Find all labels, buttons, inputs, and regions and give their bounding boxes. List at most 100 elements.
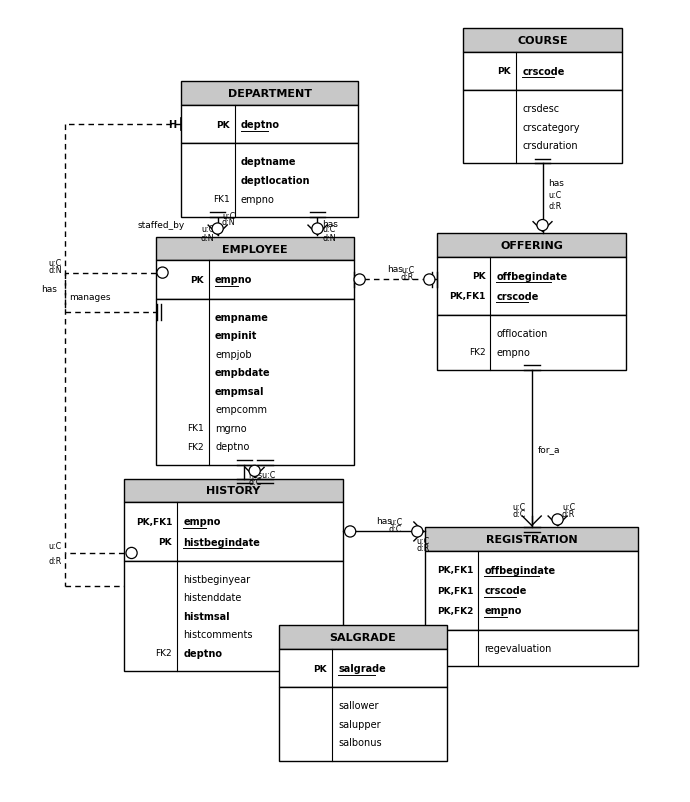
- Text: OFFERING: OFFERING: [500, 241, 563, 250]
- Text: mgrno: mgrno: [215, 423, 246, 433]
- Text: for_a: for_a: [538, 444, 560, 453]
- Text: d:N: d:N: [201, 234, 214, 243]
- Text: crscode: crscode: [484, 585, 526, 595]
- Text: PK: PK: [313, 664, 327, 673]
- Text: d:R: d:R: [562, 509, 575, 518]
- Circle shape: [344, 526, 356, 537]
- Circle shape: [552, 514, 563, 525]
- Text: regevaluation: regevaluation: [484, 643, 552, 653]
- Text: crsdesc: crsdesc: [522, 104, 560, 114]
- Text: H: H: [168, 120, 177, 130]
- Text: u:C: u:C: [323, 225, 336, 234]
- Text: d:N: d:N: [323, 234, 336, 243]
- Text: empname: empname: [215, 313, 269, 322]
- Text: PK: PK: [472, 272, 485, 281]
- Bar: [181, 83, 358, 106]
- Text: PK,FK1: PK,FK1: [437, 565, 473, 575]
- Text: empno: empno: [484, 606, 522, 616]
- Text: salupper: salupper: [338, 719, 381, 729]
- Circle shape: [537, 221, 548, 232]
- Text: manages: manages: [69, 293, 110, 302]
- Text: d:C: d:C: [248, 477, 262, 486]
- Text: empno: empno: [241, 194, 275, 205]
- Text: offbegindate: offbegindate: [484, 565, 555, 575]
- Text: u:C: u:C: [549, 191, 562, 200]
- Bar: [279, 687, 446, 761]
- Text: histcomments: histcomments: [184, 630, 253, 640]
- Text: crscode: crscode: [522, 67, 564, 77]
- Bar: [181, 106, 358, 144]
- Text: salgrade: salgrade: [338, 663, 386, 673]
- Text: COURSE: COURSE: [518, 36, 568, 46]
- Text: SALGRADE: SALGRADE: [329, 632, 396, 642]
- Bar: [437, 233, 627, 257]
- Bar: [463, 29, 622, 53]
- Circle shape: [354, 274, 365, 286]
- Text: PK,FK1: PK,FK1: [449, 292, 485, 301]
- Text: crscode: crscode: [497, 291, 539, 302]
- Bar: [124, 479, 344, 503]
- Text: sallower: sallower: [338, 701, 379, 711]
- Text: deptno: deptno: [241, 120, 280, 130]
- Text: deptno: deptno: [184, 648, 222, 658]
- Circle shape: [424, 274, 435, 286]
- Bar: [437, 257, 627, 315]
- Text: PK: PK: [190, 276, 204, 285]
- Text: FK2: FK2: [469, 348, 485, 357]
- Text: FK1: FK1: [187, 423, 204, 433]
- Text: u:C: u:C: [389, 517, 402, 527]
- Text: histenddate: histenddate: [184, 593, 242, 602]
- Text: d:N: d:N: [222, 218, 235, 227]
- Text: DEPARTMENT: DEPARTMENT: [228, 89, 312, 99]
- Text: deptname: deptname: [241, 157, 297, 168]
- Circle shape: [126, 548, 137, 559]
- Circle shape: [249, 466, 260, 477]
- Text: has: has: [376, 516, 392, 526]
- Bar: [279, 626, 446, 649]
- Text: u:C: u:C: [401, 266, 414, 275]
- Text: u:C: u:C: [222, 211, 235, 221]
- Text: u:C: u:C: [48, 259, 61, 268]
- Text: has: has: [41, 284, 57, 294]
- Text: d:N: d:N: [48, 266, 61, 275]
- Circle shape: [157, 268, 168, 279]
- Text: staffed_by: staffed_by: [138, 221, 185, 229]
- Text: FK2: FK2: [155, 649, 172, 658]
- Text: empcomm: empcomm: [215, 405, 267, 415]
- Text: FK2: FK2: [187, 443, 204, 452]
- Text: histbeginyear: histbeginyear: [184, 574, 250, 584]
- Text: EMPLOYEE: EMPLOYEE: [221, 245, 288, 254]
- Bar: [425, 630, 638, 666]
- Text: PK,FK1: PK,FK1: [437, 586, 473, 595]
- Text: d:R: d:R: [48, 557, 61, 565]
- Text: offlocation: offlocation: [497, 329, 548, 338]
- Text: empmsal: empmsal: [215, 387, 264, 396]
- Text: u:C: u:C: [48, 541, 61, 550]
- Text: PK: PK: [159, 537, 172, 546]
- Text: u:C: u:C: [417, 537, 430, 545]
- Text: PK: PK: [497, 67, 511, 76]
- Bar: [425, 551, 638, 630]
- Circle shape: [212, 224, 224, 235]
- Bar: [279, 649, 446, 687]
- Text: d:R: d:R: [549, 201, 562, 210]
- Text: u:C: u:C: [562, 502, 575, 511]
- Bar: [124, 561, 344, 671]
- Text: u:C: u:C: [201, 225, 214, 234]
- Text: histbegindate: histbegindate: [184, 537, 260, 547]
- Bar: [156, 237, 353, 261]
- Text: empno: empno: [497, 347, 531, 357]
- Text: REGISTRATION: REGISTRATION: [486, 534, 578, 545]
- Text: crsduration: crsduration: [522, 141, 578, 151]
- Text: has: has: [323, 220, 339, 229]
- Text: offbegindate: offbegindate: [497, 271, 568, 282]
- Bar: [156, 261, 353, 299]
- Text: d:R: d:R: [401, 273, 414, 282]
- Circle shape: [312, 224, 323, 235]
- Text: empinit: empinit: [215, 331, 257, 341]
- Text: HISTORY: HISTORY: [206, 486, 261, 496]
- Text: histmsal: histmsal: [184, 611, 230, 622]
- Text: has: has: [549, 179, 564, 188]
- Text: hasu:C: hasu:C: [248, 470, 276, 479]
- Bar: [463, 53, 622, 91]
